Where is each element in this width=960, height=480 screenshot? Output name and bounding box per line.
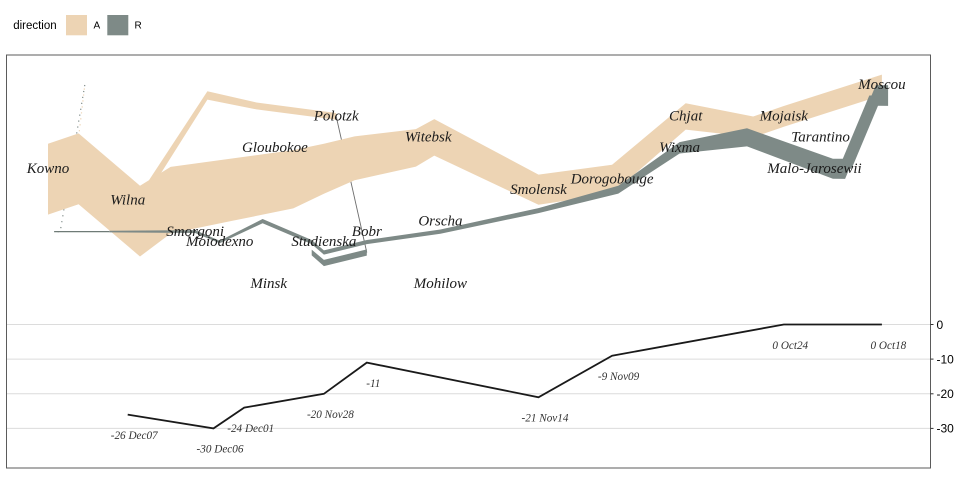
svg-text:Malo-Jarosewii: Malo-Jarosewii — [766, 161, 861, 177]
svg-text:Wilna: Wilna — [110, 192, 145, 208]
svg-text:Minsk: Minsk — [249, 276, 287, 292]
svg-text:Tarantino: Tarantino — [791, 130, 850, 146]
svg-text:-20 Nov28: -20 Nov28 — [307, 409, 354, 421]
svg-text:Kowno: Kowno — [26, 161, 70, 177]
svg-text:Wixma: Wixma — [659, 140, 700, 156]
svg-text:-11: -11 — [366, 378, 380, 390]
svg-text:Moiodexno: Moiodexno — [185, 234, 254, 250]
svg-text:0: 0 — [937, 318, 944, 332]
svg-text:Bobr: Bobr — [352, 224, 382, 240]
svg-text:-10: -10 — [937, 352, 955, 366]
svg-text:R: R — [135, 21, 142, 32]
svg-text:-30: -30 — [937, 422, 955, 436]
svg-text:0 Oct24: 0 Oct24 — [772, 340, 808, 352]
svg-text:Smorgoni: Smorgoni — [166, 224, 224, 240]
svg-text:-26 Dec07: -26 Dec07 — [111, 430, 158, 442]
svg-text:Polotzk: Polotzk — [313, 109, 359, 125]
svg-text:-30 Dec06: -30 Dec06 — [197, 444, 244, 456]
svg-text:-9 Nov09: -9 Nov09 — [598, 371, 640, 383]
svg-text:Studienska: Studienska — [291, 234, 356, 250]
svg-text:-20: -20 — [937, 387, 955, 401]
svg-text:Witebsk: Witebsk — [405, 130, 452, 146]
svg-text:Orscha: Orscha — [418, 213, 462, 229]
svg-text:Smolensk: Smolensk — [510, 182, 567, 198]
svg-text:0 Oct18: 0 Oct18 — [871, 340, 907, 352]
svg-text:Gloubokoe: Gloubokoe — [242, 140, 308, 156]
svg-text:Mojaisk: Mojaisk — [759, 109, 809, 125]
svg-text:direction: direction — [13, 20, 56, 32]
svg-text:-24 Dec01: -24 Dec01 — [227, 423, 274, 435]
svg-text:Chjat: Chjat — [669, 109, 703, 125]
svg-text:Moscou: Moscou — [857, 77, 906, 93]
svg-text:Mohilow: Mohilow — [413, 276, 467, 292]
svg-text:Dorogobouge: Dorogobouge — [570, 171, 654, 187]
svg-text:A: A — [94, 21, 101, 32]
svg-text:-21 Nov14: -21 Nov14 — [522, 413, 569, 425]
